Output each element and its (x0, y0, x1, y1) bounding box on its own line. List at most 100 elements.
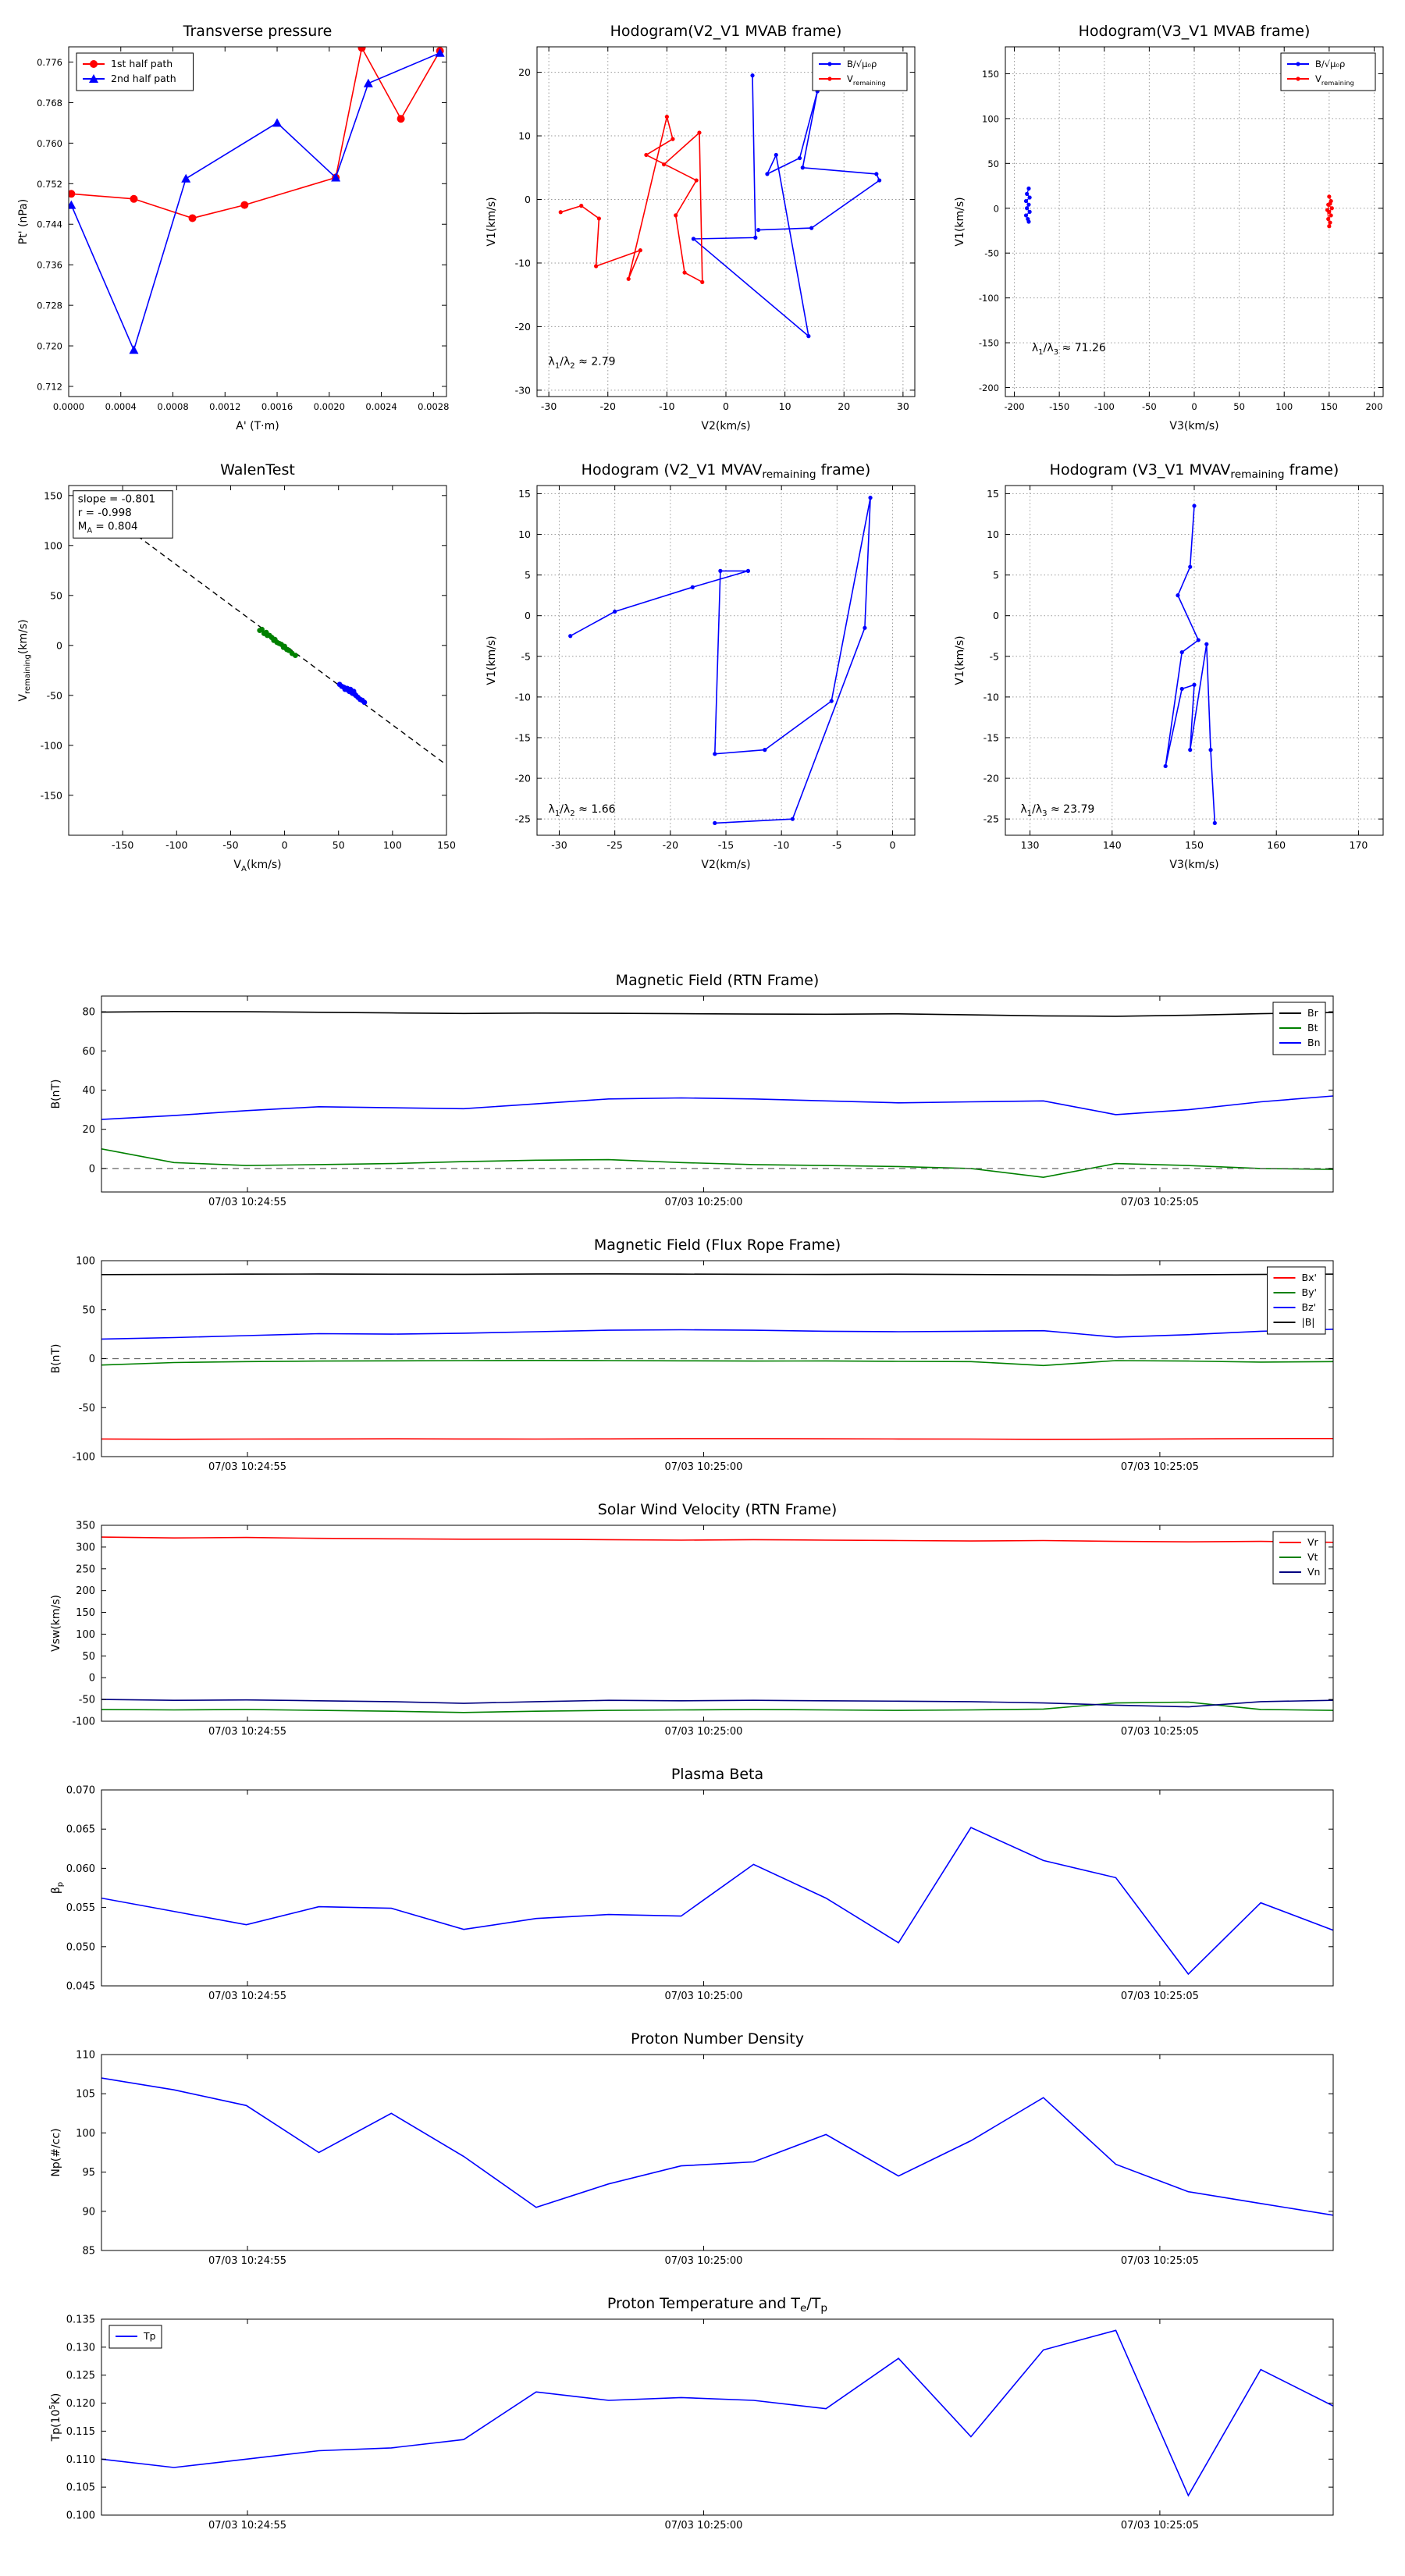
tick-labels: 130 140 150 160 170 -25 -20 -15 -10 -5 0 5 10 15 (984, 488, 1368, 851)
series-B/√μ₀ρ (1023, 186, 1032, 224)
svg-text:110: 110 (76, 2050, 95, 2062)
svg-text:07/03 10:24:55: 07/03 10:24:55 (208, 1991, 286, 2002)
svg-text:07/03 10:25:05: 07/03 10:25:05 (1121, 1197, 1199, 1208)
timeseries-panel-stack: 07/03 10:24:55 07/03 10:25:00 07/03 10:25:… (0, 963, 1405, 2551)
annotation-line: MA = 0.804 (78, 521, 138, 535)
x-axis-label: V2(km/s) (701, 420, 750, 432)
series-group (101, 1536, 1333, 1713)
svg-text:0: 0 (525, 610, 531, 621)
series-reference (101, 2077, 1333, 2216)
svg-text:100: 100 (76, 1256, 95, 1268)
svg-text:07/03 10:24:55: 07/03 10:24:55 (208, 1461, 286, 1473)
plot-border (101, 1789, 1334, 1987)
series-Vt (101, 1701, 1333, 1713)
svg-text:0.0004: 0.0004 (105, 401, 137, 412)
plot-border (101, 2318, 1334, 2516)
svg-text:50: 50 (82, 1651, 95, 1663)
tick-labels: 07/03 10:24:55 07/03 10:25:00 07/03 10:25:… (82, 1007, 1198, 1208)
hodogram-v2v1-mvab-svg: -30 -20 -10 0 10 20 30 -30 -20 -10 0 10 20 Hodogram(V… (486, 23, 916, 432)
chart-title: Solar Wind Velocity (RTN Frame) (598, 1501, 838, 1518)
svg-text:-20: -20 (663, 839, 678, 851)
svg-text:-20: -20 (600, 400, 616, 412)
svg-text:-150: -150 (979, 338, 999, 349)
svg-text:50: 50 (82, 1304, 95, 1316)
legend-label: By' (1302, 1286, 1317, 1298)
svg-text:-150: -150 (1049, 401, 1069, 412)
chart-title: Magnetic Field (RTN Frame) (616, 972, 820, 989)
annotation-line: slope = -0.801 (78, 493, 155, 506)
svg-text:150: 150 (1185, 839, 1204, 851)
series-By' (101, 1360, 1333, 1367)
solar-wind-velocity-svg: 07/03 10:24:55 07/03 10:25:00 07/03 10:25:… (50, 1501, 1334, 1738)
chart-solar-wind-velocity: 07/03 10:24:55 07/03 10:25:00 07/03 10:25:… (0, 1493, 1405, 1757)
svg-text:-50: -50 (984, 248, 999, 259)
tick-labels: 07/03 10:24:55 07/03 10:25:00 07/03 10:25:… (66, 1785, 1199, 2003)
svg-text:07/03 10:25:00: 07/03 10:25:00 (664, 1726, 742, 1738)
svg-text:07/03 10:25:05: 07/03 10:25:05 (1121, 2520, 1199, 2532)
legend-label: Vn (1307, 1566, 1320, 1578)
svg-text:07/03 10:25:05: 07/03 10:25:05 (1121, 2255, 1199, 2267)
svg-text:-5: -5 (521, 650, 531, 662)
svg-text:0.110: 0.110 (66, 2454, 95, 2466)
y-axis-label: Vsw(km/s) (50, 1595, 62, 1652)
legend-label: Vremaining (847, 73, 886, 87)
y-axis-label: V1(km/s) (486, 635, 498, 685)
series-group (101, 2077, 1333, 2216)
svg-text:100: 100 (982, 113, 999, 124)
svg-text:0.050: 0.050 (66, 1941, 95, 1953)
chart-hodogram-v2v1-mvab: -30 -20 -10 0 10 20 30 -30 -20 -10 0 10 20 Hodogram(V… (468, 8, 937, 447)
svg-text:350: 350 (76, 1521, 95, 1532)
svg-text:0.776: 0.776 (37, 57, 62, 68)
chart-title: Hodogram (V2_V1 MVAVremaining frame) (582, 461, 871, 481)
legend-label: Bz' (1302, 1301, 1317, 1313)
chart-title: Proton Number Density (631, 2030, 804, 2048)
svg-text:-100: -100 (72, 1452, 95, 1464)
svg-text:0: 0 (723, 400, 729, 412)
svg-text:160: 160 (1267, 839, 1286, 851)
chart-hodogram-v3v1-mvab: -200 -150 -100 -50 0 50 100 150 200 -200 -150 -100 -… (937, 8, 1405, 447)
tick-labels: -150 -100 -50 0 50 100 150 -150 -100 -50 0 50 100 150 (41, 489, 456, 851)
series-group (1163, 503, 1217, 825)
svg-text:5: 5 (525, 569, 531, 581)
svg-text:20: 20 (518, 66, 531, 78)
legend: B/√μ₀ρ Vremaining (1280, 52, 1376, 91)
svg-text:0.105: 0.105 (66, 2482, 95, 2494)
svg-text:150: 150 (1321, 401, 1338, 412)
plot-background (537, 47, 915, 397)
series-Vr (101, 1536, 1333, 1543)
series-reference (568, 496, 873, 825)
svg-text:-10: -10 (515, 257, 531, 269)
plot-background (101, 1790, 1333, 1986)
svg-text:200: 200 (1365, 401, 1382, 412)
svg-text:150: 150 (76, 1607, 95, 1619)
chart-hodogram-v2v1-mvav: -30 -25 -20 -15 -10 -5 0 -25 -20 -15 -10 -5 0 5 10 15 Ho… (468, 447, 937, 885)
tick-marks (537, 486, 915, 835)
plot-background (101, 996, 1333, 1192)
annotation-line: r = -0.998 (78, 507, 132, 519)
legend: B/√μ₀ρ Vremaining (812, 52, 908, 91)
svg-text:95: 95 (82, 2167, 95, 2179)
legend-label: |B| (1302, 1316, 1315, 1328)
svg-text:150: 150 (982, 69, 999, 80)
svg-text:-10: -10 (984, 691, 999, 703)
tick-marks (69, 486, 447, 835)
y-axis-label: Np(#/cc) (50, 2128, 62, 2176)
svg-text:50: 50 (333, 839, 345, 851)
chart-proton-number-density: 07/03 10:24:55 07/03 10:25:00 07/03 10:25:… (0, 2022, 1405, 2286)
svg-text:0.0008: 0.0008 (157, 401, 188, 412)
transverse-pressure-svg: 0.0000 0.0004 0.0008 0.0012 0.0016 0.0020 0.00… (17, 23, 449, 432)
svg-text:10: 10 (987, 528, 999, 540)
plot-background (69, 47, 446, 397)
svg-text:105: 105 (76, 2089, 95, 2101)
svg-text:-15: -15 (718, 839, 734, 851)
svg-text:15: 15 (518, 488, 531, 500)
svg-text:0.120: 0.120 (66, 2398, 95, 2410)
svg-text:07/03 10:24:55: 07/03 10:24:55 (208, 2520, 286, 2532)
chart-transverse-pressure: 0.0000 0.0004 0.0008 0.0012 0.0016 0.0020 0.00… (0, 8, 468, 447)
svg-text:0: 0 (890, 839, 896, 851)
svg-text:-100: -100 (41, 739, 62, 751)
legend: Bx' By' Bz' |B| (1267, 1266, 1326, 1335)
svg-text:-25: -25 (984, 813, 999, 825)
svg-text:-30: -30 (541, 400, 557, 412)
